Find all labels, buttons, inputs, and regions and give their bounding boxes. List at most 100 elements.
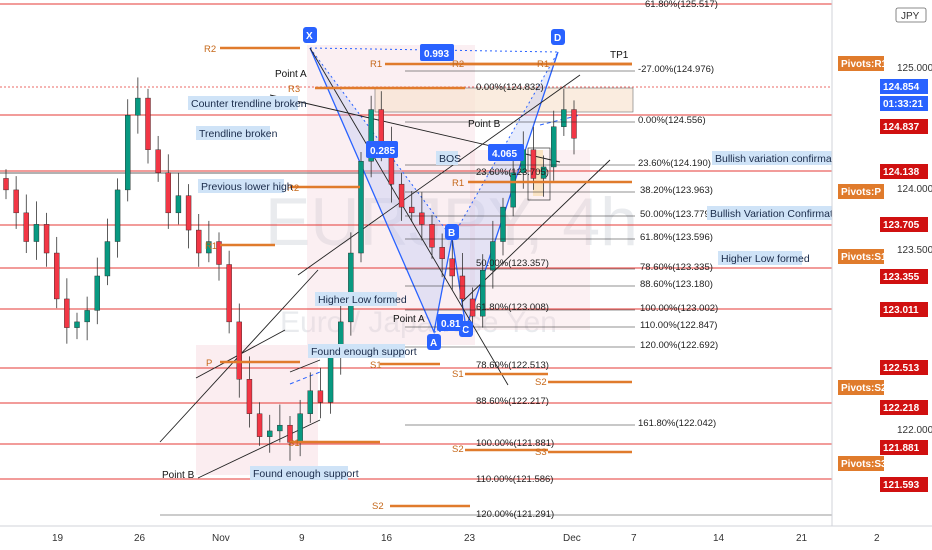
- price-tag-text-3: 124.138: [883, 167, 920, 178]
- price-tag-1: 01:33:21: [880, 96, 928, 111]
- x-tick-6: Dec: [563, 533, 581, 544]
- trendline-4: [297, 74, 581, 276]
- candle-body-56: [571, 109, 577, 139]
- price-tag-3: 124.138: [880, 164, 928, 179]
- price-tag-bg-9: [880, 440, 928, 455]
- price-tag-bg-4: [880, 217, 928, 232]
- x-tick-10: 2: [874, 533, 880, 544]
- candle-body-9: [94, 275, 100, 311]
- pivot-label-7: S1: [370, 360, 382, 371]
- pivot-label-14: R2: [452, 59, 464, 70]
- pivot-tag-3: Pivots:S2: [838, 380, 887, 395]
- annotation-text-1: Trendline broken: [199, 128, 278, 140]
- annotation-text-4: Found enough support: [311, 346, 417, 358]
- ratio-badge-1: 0.285: [366, 141, 398, 158]
- pivot-tag-text-3: Pivots:S2: [841, 383, 887, 394]
- x-tick-3: 9: [299, 533, 305, 544]
- time-axis[interactable]: 19 26 Nov 9 16 23 Dec 7 14 21 2: [0, 525, 932, 550]
- pivot-label-0: R2: [204, 44, 216, 55]
- currency-badge[interactable]: JPY: [895, 7, 927, 23]
- fib-label-19: 100.00%(121.881): [476, 438, 554, 449]
- candle-body-50: [510, 172, 516, 208]
- pivot-label-15: R1: [537, 59, 549, 70]
- point-caption-4: TP1: [610, 50, 629, 61]
- candle-body-55: [561, 109, 567, 127]
- candle-body-6: [64, 298, 70, 328]
- y-tick-1: 124.000: [897, 184, 932, 195]
- fib-label-5: 38.20%(123.963): [640, 185, 713, 196]
- currency-label: JPY: [901, 11, 920, 22]
- point-x-label: X: [306, 31, 313, 42]
- fib-label-20: 110.00%(121.586): [476, 474, 553, 485]
- candle-body-23: [236, 321, 242, 380]
- candle-body-16: [165, 172, 171, 214]
- candle-body-25: [256, 413, 263, 437]
- price-tag-text-5: 123.355: [883, 272, 920, 283]
- currency-badge-bg: [895, 7, 927, 23]
- candle-body-11: [114, 189, 121, 242]
- price-tag-8: 122.218: [880, 400, 928, 415]
- candle-body-45: [459, 275, 466, 300]
- bd-dotted: [451, 51, 559, 239]
- y-tick-2: 123.500: [897, 245, 932, 256]
- candle-body-31: [317, 390, 324, 403]
- annotation-box-9: [436, 151, 458, 165]
- annotation-text-9: BOS: [439, 153, 461, 165]
- ratio-value-0: 0.993: [424, 49, 449, 60]
- point-d-label: D: [554, 33, 561, 44]
- candle-body-18: [185, 195, 192, 231]
- fib-label-12: 61.80%(123.008): [476, 302, 549, 313]
- point-x-badge: [303, 27, 317, 43]
- price-tag-text-2: 124.837: [883, 122, 920, 133]
- x-tick-8: 14: [713, 533, 725, 544]
- price-tag-text-4: 123.705: [883, 220, 920, 231]
- annotation-3: Higher Low formed: [315, 292, 407, 306]
- trendline-7: [289, 359, 321, 373]
- price-tag-text-0: 124.854: [883, 82, 920, 93]
- point-a: A: [427, 334, 441, 350]
- price-axis[interactable]: 125.000 124.000 123.500 122.000 124.854 01:3…: [831, 0, 932, 526]
- candle-body-44: [449, 258, 455, 277]
- y-tick-0: 125.000: [897, 63, 932, 74]
- annotation-5: Found enough support: [250, 466, 359, 480]
- x-tick-2: Nov: [212, 533, 230, 544]
- price-tag-bg-2: [880, 119, 928, 134]
- annotation-1: Trendline broken: [196, 126, 278, 140]
- pivot-label-2: R3: [288, 84, 300, 95]
- fib-label-1: -27.00%(124.976): [638, 64, 714, 75]
- price-tag-4: 123.705: [880, 217, 928, 232]
- fib-label-3: 0.00%(124.556): [638, 115, 706, 126]
- price-tag-7: 122.513: [880, 360, 928, 375]
- pivot-tag-bg-2: [838, 249, 884, 264]
- pivot-tag-bg-4: [838, 456, 884, 471]
- candle-body-10: [104, 241, 111, 277]
- pivot-tag-text-4: Pivots:S3: [841, 459, 887, 470]
- pivot-tag-bg-0: [838, 56, 884, 71]
- candle-body-19: [196, 229, 202, 254]
- fib-label-10: 78.60%(123.335): [640, 262, 713, 273]
- point-caption-0: Point A: [275, 69, 307, 80]
- ratio-badge-0: 0.993: [420, 44, 454, 61]
- point-c-label: C: [462, 325, 469, 336]
- pivot-label-3: R2: [287, 183, 299, 194]
- candle-body-22: [226, 264, 232, 323]
- box-small-2: [533, 150, 543, 196]
- candle-body-1: [13, 189, 19, 214]
- pivot-label-1: R1: [370, 59, 382, 70]
- fib-label-13: 100.00%(123.002): [640, 303, 718, 314]
- annotation-text-6: Bullish variation confirmation: [715, 153, 849, 165]
- ratio-badge-2: 4.065: [488, 144, 524, 161]
- price-tag-text-1: 01:33:21: [883, 99, 923, 110]
- candles: [3, 77, 577, 461]
- trendline-2: [309, 47, 509, 386]
- price-tag-5: 123.355: [880, 269, 928, 284]
- point-b-label: B: [448, 228, 455, 239]
- fib-label-21: 120.00%(121.291): [476, 509, 554, 520]
- supply-zone: [374, 87, 634, 113]
- price-tag-bg-8: [880, 400, 928, 415]
- price-tag-bg-10: [880, 477, 928, 492]
- fib-label-15: 120.00%(122.692): [640, 340, 718, 351]
- fib-label-6: 50.00%(123.779): [640, 209, 713, 220]
- pattern-points: X A B C D 0.993 0.285 4.065 0.81 Point A Point B Po…: [162, 27, 629, 481]
